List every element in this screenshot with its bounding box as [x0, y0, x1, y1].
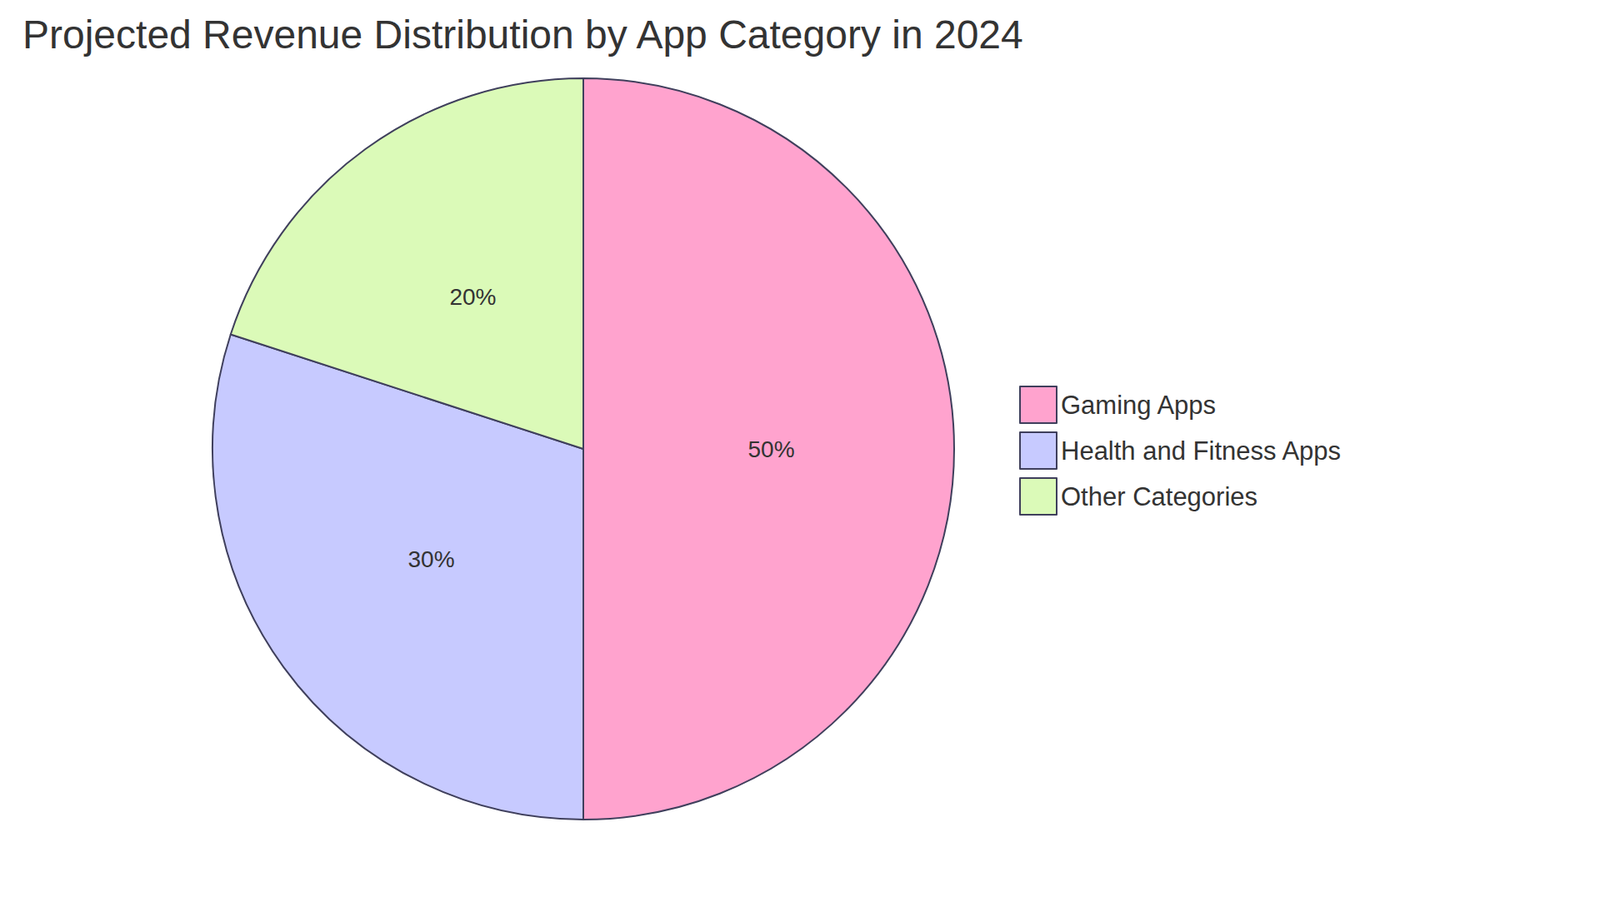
svg-text:Projected Revenue Distribution: Projected Revenue Distribution by App Ca… [22, 12, 1024, 57]
svg-text:Other Categories: Other Categories [1060, 482, 1258, 512]
svg-text:50%: 50% [747, 436, 795, 463]
svg-text:Health and Fitness Apps: Health and Fitness Apps [1060, 436, 1341, 466]
svg-text:30%: 30% [408, 546, 455, 573]
svg-text:20%: 20% [449, 284, 496, 310]
svg-text:Gaming Apps: Gaming Apps [1060, 390, 1216, 420]
